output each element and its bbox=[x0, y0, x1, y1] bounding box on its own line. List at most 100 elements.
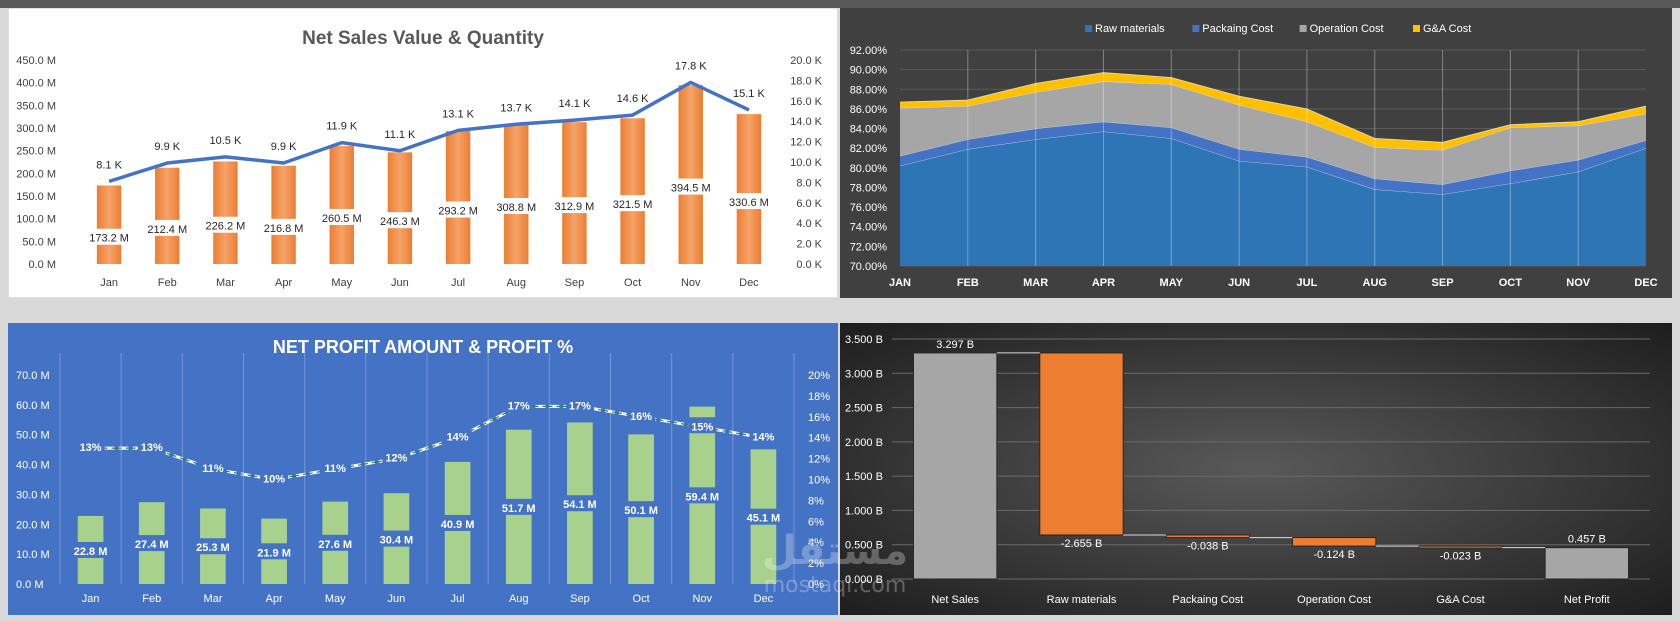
bar-label-bg bbox=[139, 219, 196, 236]
bar-label-bg bbox=[735, 508, 792, 525]
x-tick-label: May bbox=[325, 593, 346, 605]
x-tick-label: Feb bbox=[142, 593, 161, 605]
bar-label-bg bbox=[551, 495, 608, 512]
waterfall-chart: 0.000 B 0.500 B 1.000 B 1.500 B 2.000 B 2.500… bbox=[840, 323, 1672, 615]
bar-data-label: 25.3 M bbox=[196, 542, 230, 554]
x-tick-label: Mar bbox=[203, 593, 222, 605]
bar-data-label: 21.9 M bbox=[257, 547, 291, 559]
y-tick-label: 78.00% bbox=[850, 182, 888, 194]
y2-tick-label: 18.0 K bbox=[790, 75, 822, 87]
y2-tick-label: 12% bbox=[808, 454, 830, 466]
y2-tick-label: 2.0 K bbox=[796, 239, 822, 251]
x-tick-label: FEB bbox=[957, 277, 979, 289]
bar-label-bg bbox=[62, 541, 119, 558]
y2-tick-label: 10.0 K bbox=[790, 157, 822, 169]
line-data-label: 16% bbox=[630, 411, 652, 423]
area-series bbox=[900, 121, 1646, 195]
y2-tick-label: 4.0 K bbox=[796, 218, 822, 230]
y-tick-label: 82.00% bbox=[850, 143, 888, 155]
x-tick-label: G&A Cost bbox=[1436, 594, 1484, 606]
y-tick-label: 60.0 M bbox=[16, 400, 50, 412]
y-tick-label: 88.00% bbox=[850, 84, 888, 96]
x-tick-label: Raw materials bbox=[1047, 594, 1117, 606]
legend-swatch bbox=[1085, 25, 1092, 32]
y-tick-label: 84.00% bbox=[850, 124, 888, 136]
x-tick-label: APR bbox=[1092, 277, 1115, 289]
bar-label-bg bbox=[430, 201, 487, 218]
area-series-edge bbox=[899, 72, 1647, 143]
x-tick-label: Net Sales bbox=[931, 594, 979, 606]
bar-label-bg bbox=[613, 501, 670, 518]
bar-data-label: 330.6 M bbox=[729, 197, 769, 209]
bar bbox=[736, 114, 762, 265]
y-tick-label: 350.0 M bbox=[16, 100, 56, 112]
line-data-label: 11.9 K bbox=[326, 121, 358, 133]
bar bbox=[678, 85, 703, 264]
line-data-label: 17.8 K bbox=[675, 60, 707, 72]
bar-data-label: 22.8 M bbox=[74, 546, 108, 558]
y-tick-label: 80.00% bbox=[850, 163, 888, 175]
y-tick-label: 450.0 M bbox=[16, 55, 56, 67]
y-tick-label: 10.0 M bbox=[16, 549, 50, 561]
x-tick-label: Apr bbox=[266, 593, 283, 605]
y-tick-label: 30.0 M bbox=[16, 489, 50, 501]
bar-data-label: 40.9 M bbox=[441, 519, 475, 531]
x-tick-label: Nov bbox=[681, 277, 701, 289]
waterfall-bar bbox=[1039, 352, 1124, 536]
profit-pct-line-accent bbox=[90, 405, 764, 481]
bar-data-label: 30.4 M bbox=[380, 535, 414, 547]
y-tick-label: 250.0 M bbox=[16, 146, 56, 158]
x-tick-label: Operation Cost bbox=[1297, 594, 1371, 606]
x-tick-label: Jan bbox=[82, 593, 100, 605]
bar-label-bg bbox=[674, 487, 731, 504]
x-tick-label: Aug bbox=[509, 593, 529, 605]
bar-label-bg bbox=[307, 534, 364, 551]
y2-tick-label: 4% bbox=[808, 537, 824, 549]
bar-data-label: 226.2 M bbox=[206, 221, 246, 233]
bar bbox=[445, 131, 471, 264]
line-data-label: 14.1 K bbox=[559, 98, 591, 110]
x-tick-label: MAR bbox=[1023, 277, 1048, 289]
line-data-label: 8.1 K bbox=[96, 159, 122, 171]
x-tick-label: Packaing Cost bbox=[1172, 594, 1243, 606]
x-tick-label: Net Profit bbox=[1564, 594, 1610, 606]
legend-label: Operation Cost bbox=[1310, 23, 1384, 35]
bar-data-label: 3.297 B bbox=[936, 339, 974, 351]
chart-background bbox=[8, 8, 838, 298]
y-tick-label: 70.00% bbox=[850, 261, 888, 273]
line-data-label: 9.9 K bbox=[271, 141, 297, 153]
y-tick-label: 92.00% bbox=[850, 45, 888, 57]
line-data-label: 11% bbox=[202, 463, 224, 475]
y-tick-label: 70.0 M bbox=[16, 370, 50, 382]
y2-tick-label: 6% bbox=[808, 516, 824, 528]
line-data-label: 11.1 K bbox=[384, 129, 416, 141]
bar-data-label: 50.1 M bbox=[624, 505, 658, 517]
line-data-label: 15.1 K bbox=[733, 88, 765, 100]
y-tick-label: 40.0 M bbox=[16, 460, 50, 472]
bar-data-label: -2.655 B bbox=[1061, 538, 1103, 550]
x-tick-label: Dec bbox=[754, 593, 774, 605]
y-tick-label: 3.500 B bbox=[845, 334, 883, 346]
x-tick-label: JUL bbox=[1297, 277, 1318, 289]
line-data-label: 10.5 K bbox=[210, 135, 242, 147]
bar-data-label: -0.023 B bbox=[1440, 551, 1482, 563]
y-tick-label: 150.0 M bbox=[16, 191, 56, 203]
y2-tick-label: 20% bbox=[808, 370, 830, 382]
bar-data-label: 308.8 M bbox=[496, 202, 536, 214]
line-label-bg bbox=[137, 438, 166, 455]
y-tick-label: 400.0 M bbox=[16, 78, 56, 90]
line-data-label: 14.6 K bbox=[617, 93, 649, 105]
y2-tick-label: 2% bbox=[808, 558, 824, 570]
line-data-label: 17% bbox=[508, 400, 530, 412]
line-data-label: 14% bbox=[752, 432, 774, 444]
bar-label-bg bbox=[490, 498, 547, 515]
y-tick-label: 50.0 M bbox=[16, 430, 50, 442]
x-tick-label: JAN bbox=[889, 277, 911, 289]
y-tick-label: 0.500 B bbox=[845, 540, 883, 552]
x-tick-label: SEP bbox=[1432, 277, 1454, 289]
waterfall-bar bbox=[1418, 545, 1503, 549]
legend-label: G&A Cost bbox=[1423, 23, 1471, 35]
bar-data-label: 321.5 M bbox=[613, 199, 653, 211]
y-tick-label: 74.00% bbox=[850, 222, 888, 234]
cost-percent-area-chart: 70.00% 72.00% 74.00% 76.00% 78.00% 80.00% 82.0… bbox=[840, 8, 1672, 298]
